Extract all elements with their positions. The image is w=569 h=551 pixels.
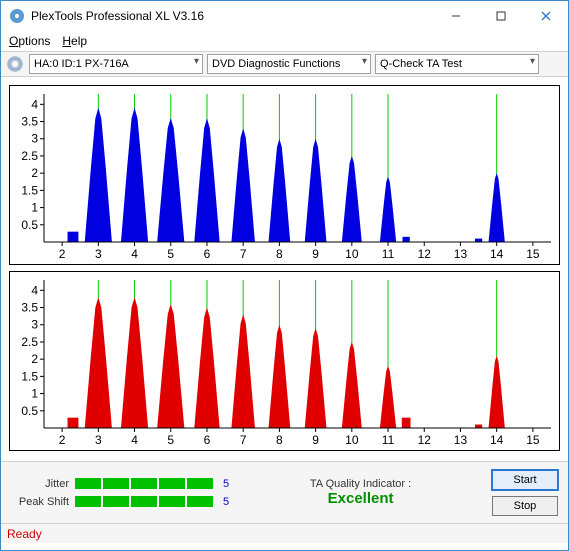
meter-segment xyxy=(187,478,213,489)
svg-text:13: 13 xyxy=(454,247,468,261)
svg-text:11: 11 xyxy=(382,247,395,261)
quality-indicator: TA Quality Indicator : Excellent xyxy=(229,478,492,507)
svg-text:11: 11 xyxy=(382,433,395,447)
svg-text:2.5: 2.5 xyxy=(21,149,38,163)
svg-text:4: 4 xyxy=(31,283,38,297)
category-select[interactable]: DVD Diagnostic Functions xyxy=(207,54,371,74)
svg-text:3: 3 xyxy=(95,247,102,261)
meter-segment xyxy=(131,478,157,489)
svg-text:10: 10 xyxy=(345,247,359,261)
peakshift-label: Peak Shift xyxy=(11,496,69,508)
svg-text:15: 15 xyxy=(526,433,540,447)
meter-segment xyxy=(75,478,101,489)
action-buttons: Start Stop xyxy=(492,470,558,516)
svg-text:14: 14 xyxy=(490,433,504,447)
svg-text:4: 4 xyxy=(131,247,138,261)
jitter-label: Jitter xyxy=(11,478,69,490)
svg-text:0.5: 0.5 xyxy=(21,218,38,232)
meter-segment xyxy=(103,478,129,489)
svg-text:7: 7 xyxy=(240,433,247,447)
svg-text:1.5: 1.5 xyxy=(21,369,38,383)
meter-segment xyxy=(103,496,129,507)
svg-text:9: 9 xyxy=(312,433,319,447)
svg-text:12: 12 xyxy=(418,247,432,261)
svg-text:3.5: 3.5 xyxy=(21,301,38,315)
close-button[interactable] xyxy=(523,1,568,31)
svg-text:13: 13 xyxy=(454,433,468,447)
test-select[interactable]: Q-Check TA Test xyxy=(375,54,539,74)
menu-options[interactable]: Options xyxy=(9,34,50,48)
menu-help[interactable]: Help xyxy=(62,34,87,48)
menubar: Options Help xyxy=(1,31,568,51)
meter-segment xyxy=(159,478,185,489)
svg-text:6: 6 xyxy=(204,247,211,261)
jitter-meter: Jitter 5 xyxy=(11,478,229,490)
svg-text:5: 5 xyxy=(167,247,174,261)
meter-segment xyxy=(187,496,213,507)
titlebar: PlexTools Professional XL V3.16 xyxy=(1,1,568,31)
chart-bottom: 0.5 1 1.5 2 2.5 3 3.5 4 2 3 4 5 6 7 8 9 10 11 12 13 14 15 xyxy=(9,271,560,451)
svg-text:4: 4 xyxy=(31,97,38,111)
chart-top: 0.5 1 1.5 2 2.5 3 3.5 4 2 3 4 5 6 7 8 9 10 11 12 13 14 15 xyxy=(9,85,560,265)
toolbar: HA:0 ID:1 PX-716A DVD Diagnostic Functio… xyxy=(1,51,568,77)
start-button[interactable]: Start xyxy=(492,470,558,490)
svg-text:9: 9 xyxy=(312,247,319,261)
status-text: Ready xyxy=(7,527,42,541)
svg-text:6: 6 xyxy=(204,433,211,447)
stop-button[interactable]: Stop xyxy=(492,496,558,516)
meters: Jitter 5 Peak Shift 5 xyxy=(11,478,229,508)
svg-text:14: 14 xyxy=(490,247,504,261)
bottom-panel: Jitter 5 Peak Shift 5 TA Quality Indicat… xyxy=(1,461,568,523)
svg-text:3.5: 3.5 xyxy=(21,115,38,129)
svg-text:1: 1 xyxy=(31,387,38,401)
svg-text:4: 4 xyxy=(131,433,138,447)
svg-text:10: 10 xyxy=(345,433,359,447)
drive-select[interactable]: HA:0 ID:1 PX-716A xyxy=(29,54,203,74)
svg-text:3: 3 xyxy=(31,318,38,332)
maximize-button[interactable] xyxy=(478,1,523,31)
svg-text:3: 3 xyxy=(31,132,38,146)
quality-value: Excellent xyxy=(229,490,492,507)
minimize-button[interactable] xyxy=(433,1,478,31)
svg-text:15: 15 xyxy=(526,247,540,261)
disc-icon xyxy=(7,56,23,72)
meter-segment xyxy=(159,496,185,507)
svg-text:12: 12 xyxy=(418,433,432,447)
peakshift-meter: Peak Shift 5 xyxy=(11,496,229,508)
status-bar: Ready xyxy=(1,523,568,543)
chart-area: 0.511.522.533.5423456789101112131415 0.5… xyxy=(1,77,568,461)
svg-text:7: 7 xyxy=(240,247,247,261)
svg-text:2: 2 xyxy=(59,433,66,447)
meter-segment xyxy=(131,496,157,507)
svg-text:2: 2 xyxy=(31,166,38,180)
svg-text:8: 8 xyxy=(276,247,283,261)
svg-text:8: 8 xyxy=(276,433,283,447)
svg-text:2: 2 xyxy=(59,247,66,261)
window-title: PlexTools Professional XL V3.16 xyxy=(31,9,433,23)
quality-label: TA Quality Indicator : xyxy=(229,478,492,490)
svg-text:2: 2 xyxy=(31,352,38,366)
svg-text:3: 3 xyxy=(95,433,102,447)
svg-text:1.5: 1.5 xyxy=(21,183,38,197)
meter-segment xyxy=(75,496,101,507)
svg-text:5: 5 xyxy=(167,433,174,447)
svg-text:0.5: 0.5 xyxy=(21,404,38,418)
svg-text:2.5: 2.5 xyxy=(21,335,38,349)
app-icon xyxy=(9,8,25,24)
svg-text:1: 1 xyxy=(31,201,38,215)
